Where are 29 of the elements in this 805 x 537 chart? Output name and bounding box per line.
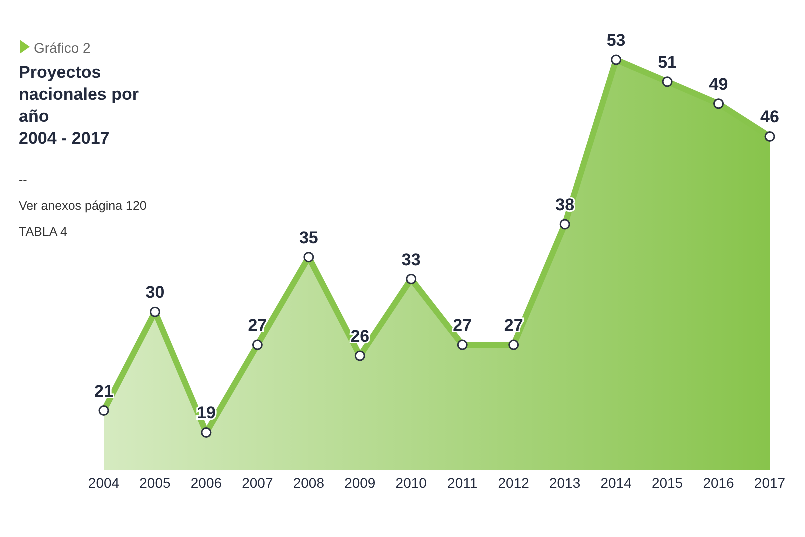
text: 2004 - 2017 bbox=[19, 129, 110, 148]
data-label: 33 bbox=[402, 250, 421, 270]
x-tick-label: 2008 bbox=[293, 475, 325, 491]
x-tick-label: 2012 bbox=[498, 475, 530, 491]
x-tick-label: 2011 bbox=[448, 475, 478, 491]
data-label: 35 bbox=[299, 228, 318, 248]
x-tick-label: 2010 bbox=[396, 475, 428, 491]
text: Gráfico 2 bbox=[34, 40, 92, 56]
data-label: 53 bbox=[606, 31, 626, 50]
x-tick-label: 2015 bbox=[652, 475, 684, 491]
data-label: 49 bbox=[709, 74, 728, 94]
data-label: 51 bbox=[658, 52, 677, 72]
data-label: 27 bbox=[453, 316, 472, 336]
data-label: 27 bbox=[248, 316, 268, 336]
x-tick-label: 2006 bbox=[190, 475, 222, 491]
x-tick-label: 2016 bbox=[703, 475, 735, 491]
text: -- bbox=[19, 173, 28, 187]
data-label: 30 bbox=[146, 283, 165, 302]
text: Proyectos nacionales por año bbox=[19, 63, 140, 126]
x-tick-label: 2009 bbox=[344, 475, 376, 491]
x-tick-label: 2013 bbox=[550, 475, 581, 491]
x-tick-label: 2017 bbox=[754, 475, 786, 491]
text: TABLA 4 bbox=[19, 225, 68, 239]
x-tick-label: 2004 bbox=[88, 475, 120, 491]
data-label: 46 bbox=[760, 108, 780, 127]
annotation: Ver anexos página 120 bbox=[19, 199, 147, 213]
x-tick-label: 2007 bbox=[242, 475, 274, 491]
x-tick-label: 2005 bbox=[140, 475, 172, 491]
x-tick-label: 2014 bbox=[600, 475, 632, 491]
